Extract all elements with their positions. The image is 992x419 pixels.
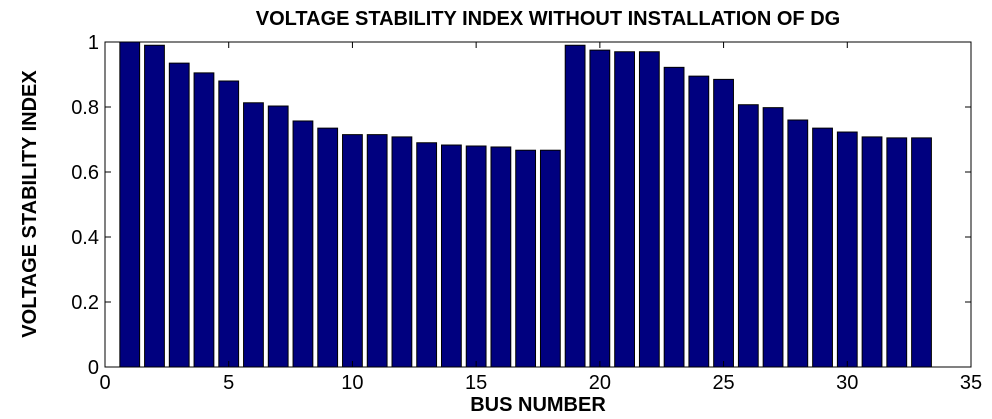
- bar-bus-7: [267, 105, 289, 368]
- bar-bus-8: [292, 120, 314, 368]
- bar-bus-5: [218, 80, 240, 368]
- bar-bus-10: [342, 134, 363, 368]
- bar-bus-17: [515, 149, 537, 368]
- y-tick-label-0.8: 0.8: [71, 97, 99, 119]
- bar-bus-25: [713, 78, 734, 368]
- bar-bus-20: [589, 49, 611, 368]
- x-tick-label-15: 15: [465, 372, 487, 394]
- bar-bus-27: [762, 107, 784, 368]
- bar-bus-2: [144, 44, 165, 368]
- bar-bus-6: [243, 102, 264, 368]
- bar-bus-19: [564, 44, 586, 368]
- bar-bus-4: [193, 72, 215, 368]
- bar-bus-33: [911, 137, 932, 368]
- y-tick-label-0.2: 0.2: [71, 292, 99, 314]
- bar-bus-9: [317, 127, 339, 368]
- bar-bus-3: [168, 62, 190, 368]
- y-tick-label-1: 1: [88, 32, 99, 54]
- bar-bus-18: [539, 149, 561, 368]
- y-tick-label-0.4: 0.4: [71, 227, 99, 249]
- x-tick-label-30: 30: [836, 372, 858, 394]
- y-axis-ticks: 0 0.2 0.4 0.6 0.8 1: [71, 32, 971, 379]
- bar-bus-32: [886, 137, 908, 368]
- plot-frame: [104, 41, 972, 368]
- bar-bus-26: [737, 104, 759, 368]
- x-tick-label-35: 35: [960, 372, 982, 394]
- x-axis-ticks: 0 5 10 15 20 25 30 35: [99, 42, 982, 394]
- bar-bus-30: [836, 131, 858, 368]
- bar-bus-1: [119, 41, 141, 368]
- bars-group: [119, 41, 932, 368]
- y-axis-label: VOLTAGE STABILITY INDEX: [19, 70, 41, 338]
- x-axis-label: BUS NUMBER: [470, 394, 606, 414]
- y-tick-label-0.6: 0.6: [71, 162, 99, 184]
- bar-bus-24: [688, 75, 710, 368]
- bar-bus-13: [416, 142, 438, 368]
- bar-bus-23: [663, 66, 685, 368]
- bar-bus-11: [366, 134, 388, 368]
- bar-bus-29: [812, 127, 833, 368]
- bar-bus-28: [787, 119, 809, 368]
- bar-bus-31: [861, 136, 883, 368]
- bar-bus-21: [614, 51, 635, 368]
- y-tick-label-0: 0: [88, 357, 99, 379]
- x-tick-label-20: 20: [589, 372, 611, 394]
- bar-bus-22: [638, 51, 660, 368]
- bar-bus-16: [490, 146, 512, 368]
- chart-title: VOLTAGE STABILITY INDEX WITHOUT INSTALLA…: [256, 8, 840, 30]
- x-tick-label-25: 25: [712, 372, 734, 394]
- bar-bus-15: [465, 145, 487, 368]
- x-tick-label-5: 5: [223, 372, 234, 394]
- bar-bus-14: [441, 144, 462, 368]
- x-tick-label-10: 10: [341, 372, 363, 394]
- x-tick-label-0: 0: [99, 372, 110, 394]
- bar-bus-12: [391, 136, 413, 368]
